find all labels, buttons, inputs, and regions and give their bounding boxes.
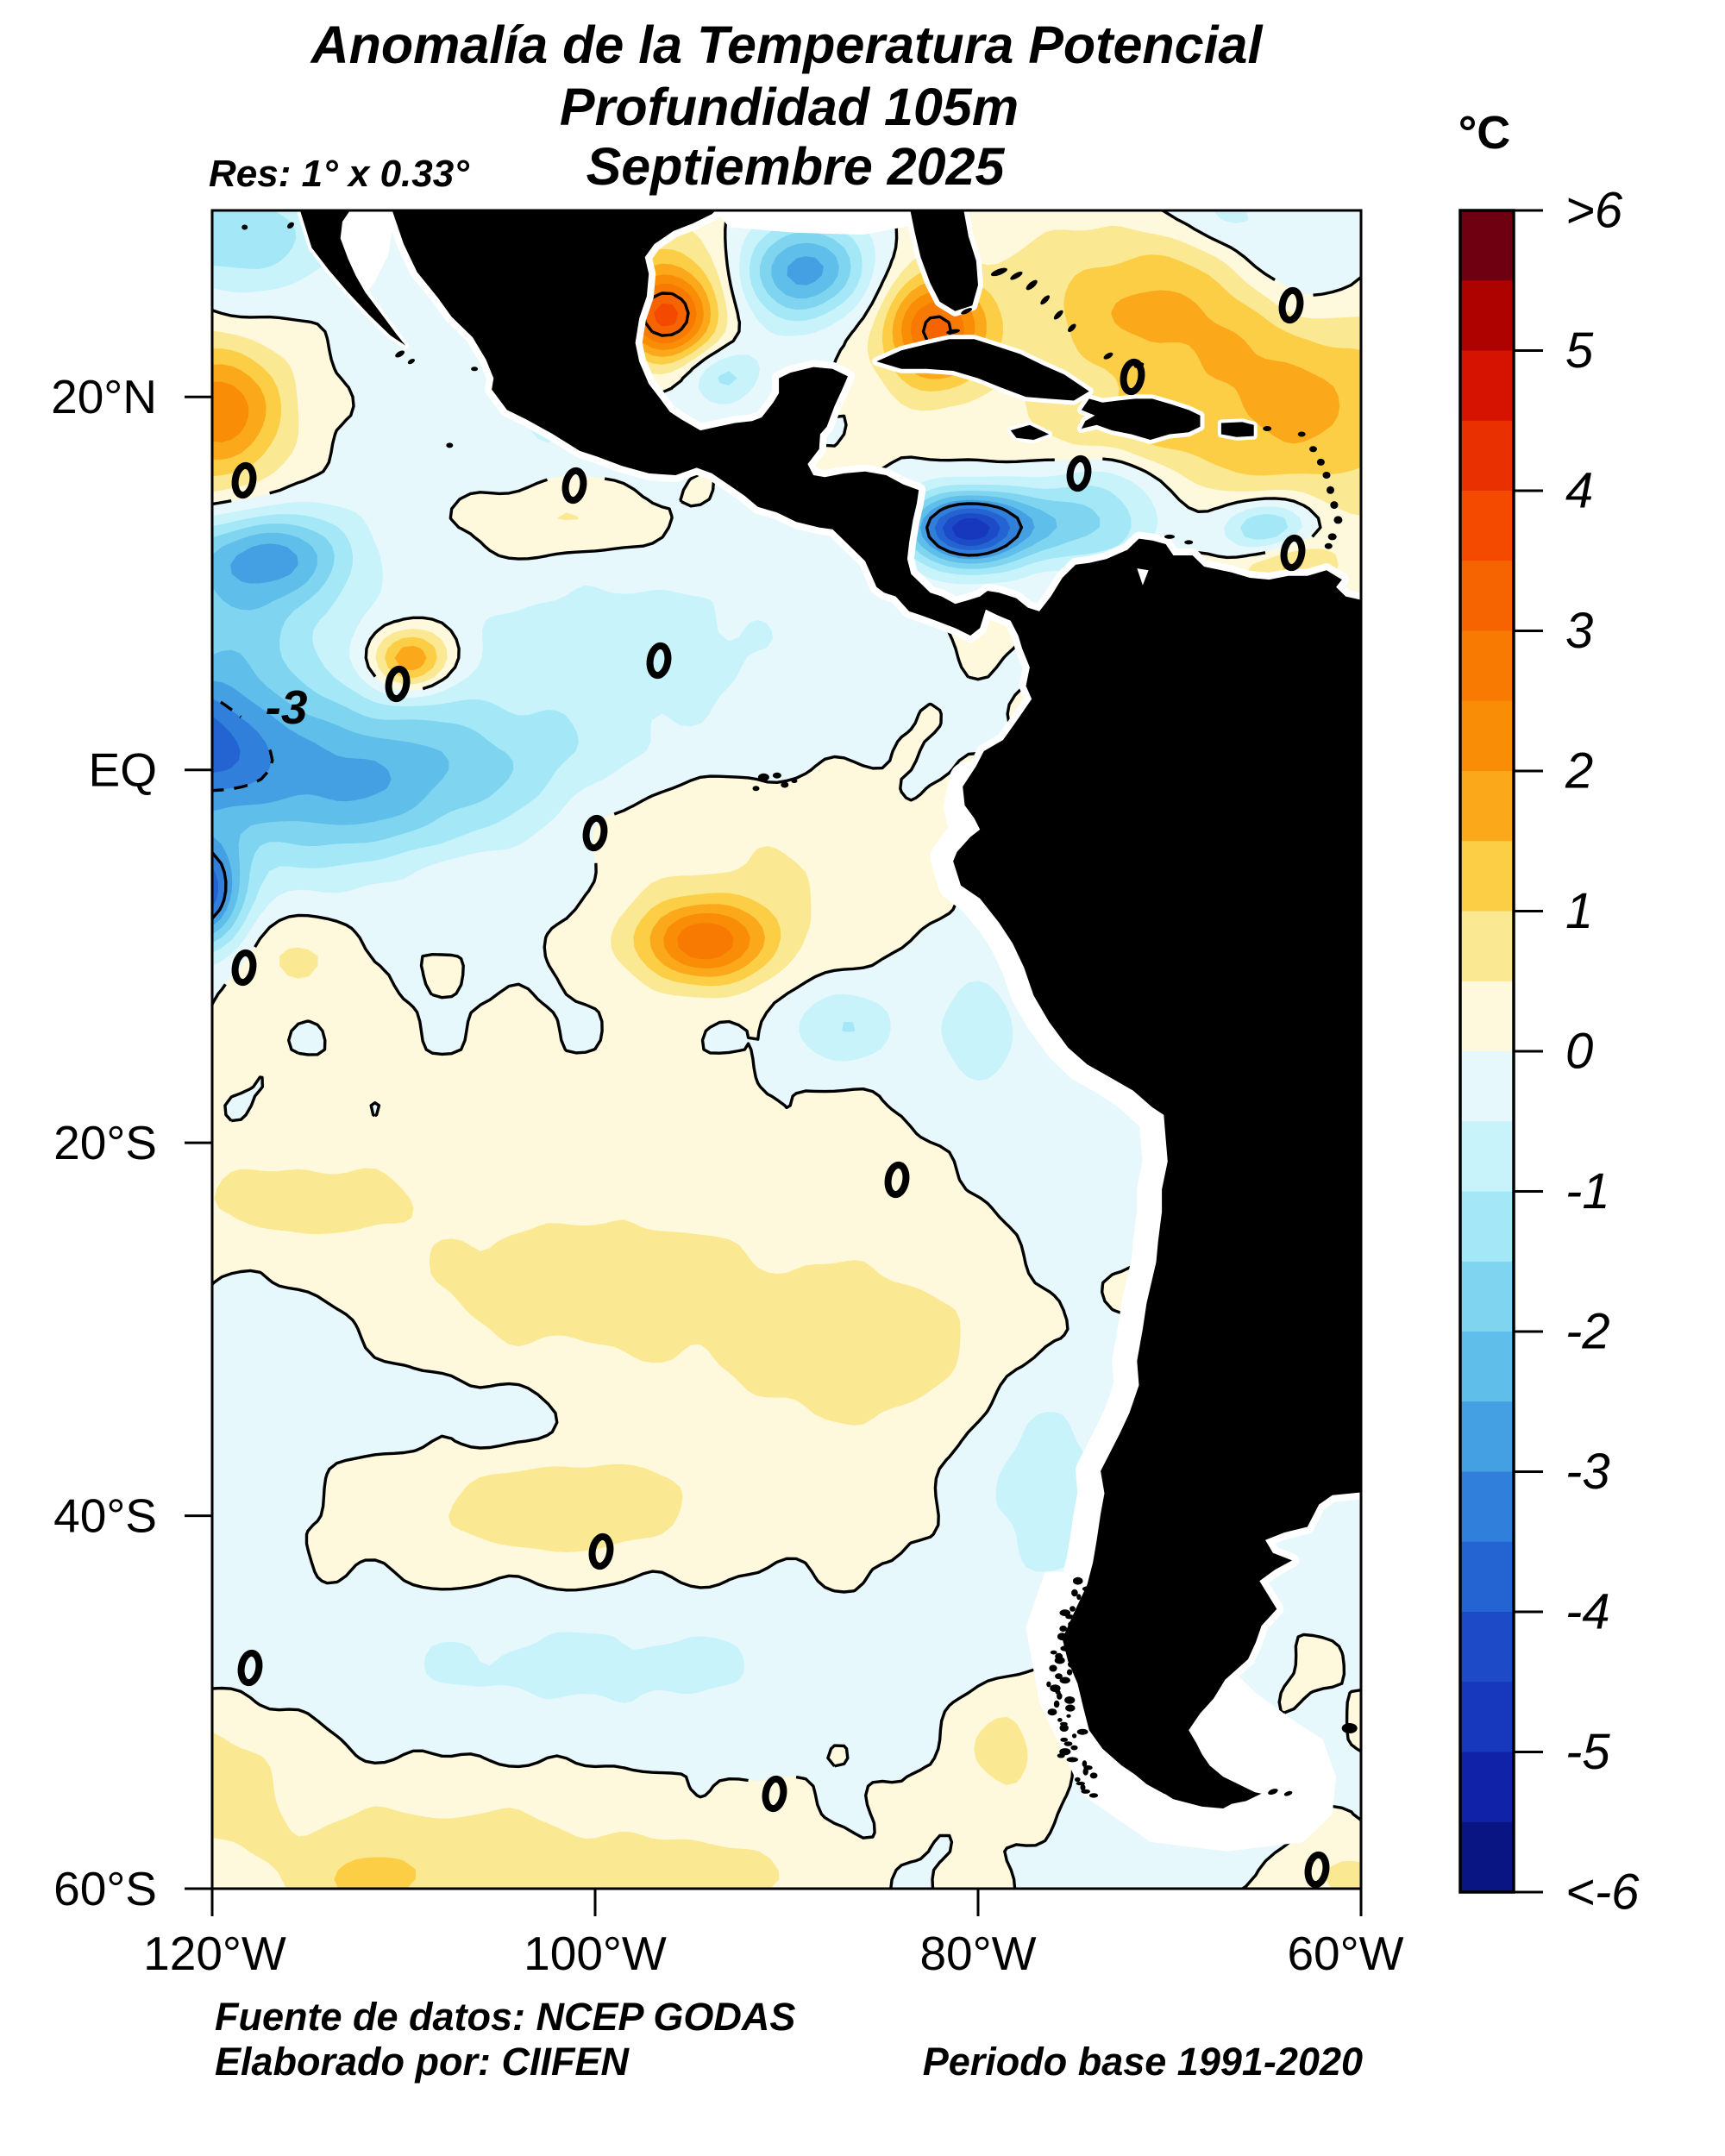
svg-text:40°S: 40°S	[53, 1489, 157, 1543]
svg-text:<-6: <-6	[1565, 1865, 1640, 1921]
svg-text:Res: 1° x 0.33°: Res: 1° x 0.33°	[209, 153, 469, 195]
svg-text:1: 1	[1565, 883, 1593, 939]
svg-text:120°W: 120°W	[143, 1927, 286, 1980]
svg-text:Fuente de datos: NCEP GODAS: Fuente de datos: NCEP GODAS	[215, 1995, 795, 2039]
svg-text:-2: -2	[1565, 1304, 1610, 1360]
svg-text:5: 5	[1565, 323, 1594, 379]
svg-text:0: 0	[1565, 1024, 1593, 1080]
svg-text:3: 3	[1565, 603, 1593, 659]
svg-text:60°S: 60°S	[53, 1862, 157, 1915]
svg-text:-3: -3	[266, 680, 308, 734]
svg-text:Elaborado por: CIIFEN: Elaborado por: CIIFEN	[215, 2040, 630, 2084]
svg-text:EQ: EQ	[89, 743, 157, 797]
svg-text:Septiembre 2025: Septiembre 2025	[586, 137, 1006, 196]
svg-text:80°W: 80°W	[919, 1927, 1036, 1980]
svg-text:°C: °C	[1458, 107, 1511, 159]
svg-text:4: 4	[1565, 463, 1593, 519]
svg-text:Anomalía de la Temperatura Pot: Anomalía de la Temperatura Potencial	[310, 16, 1264, 74]
svg-text:60°W: 60°W	[1287, 1927, 1403, 1980]
svg-text:20°S: 20°S	[53, 1116, 157, 1169]
svg-text:Profundidad 105m: Profundidad 105m	[560, 78, 1019, 136]
svg-text:-5: -5	[1565, 1724, 1610, 1780]
svg-text:-3: -3	[1565, 1444, 1610, 1500]
svg-text:Periodo base 1991-2020: Periodo base 1991-2020	[923, 2040, 1363, 2084]
svg-text:>6: >6	[1565, 183, 1623, 239]
svg-text:-1: -1	[1565, 1163, 1610, 1219]
svg-text:-4: -4	[1565, 1584, 1610, 1640]
svg-text:20°N: 20°N	[51, 370, 157, 423]
svg-text:100°W: 100°W	[524, 1927, 667, 1980]
svg-text:2: 2	[1565, 743, 1593, 799]
